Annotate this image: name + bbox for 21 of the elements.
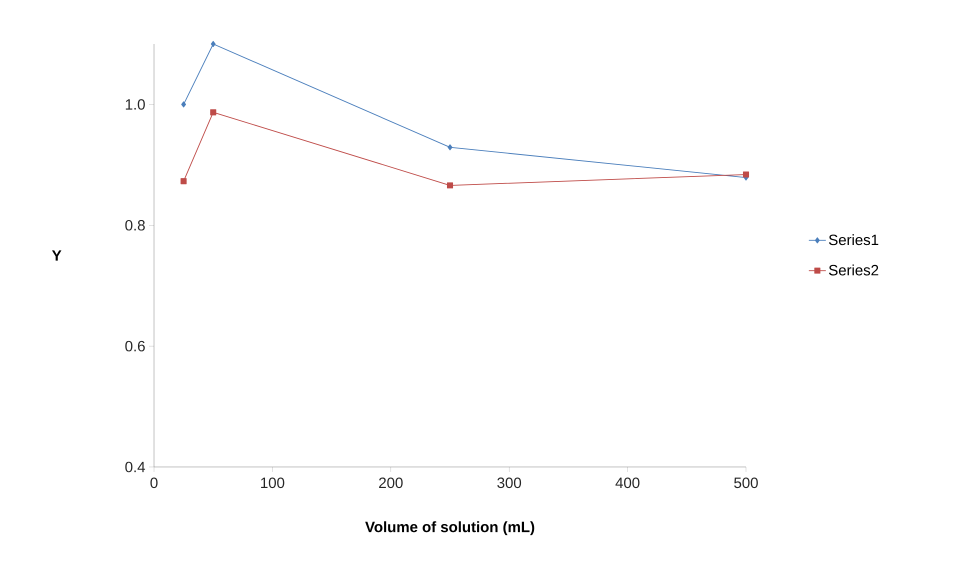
y-axis-title: Y [52,250,62,261]
x-tick-label: 400 [615,478,640,488]
x-axis-title: Volume of solution (mL) [365,521,534,536]
point [180,178,187,184]
x-tick-label: 300 [497,478,522,488]
x-tick-label: 0 [150,478,158,488]
point [448,144,452,150]
y-tick-label: 0.6 [125,340,145,352]
point [210,109,216,116]
x-tick-label: 500 [734,478,758,488]
point [210,40,216,48]
legend-label: Series1 [828,234,878,246]
y-tick-label: 0.4 [125,462,146,472]
point [181,101,186,108]
x-tick-label: 100 [261,478,284,488]
y-tick-label: 0.8 [125,220,145,231]
point [742,171,750,178]
legend-label: Series2 [828,264,878,276]
x-tick-label: 200 [379,478,403,488]
point [446,182,454,188]
y-tick-label: 1.0 [126,99,145,110]
